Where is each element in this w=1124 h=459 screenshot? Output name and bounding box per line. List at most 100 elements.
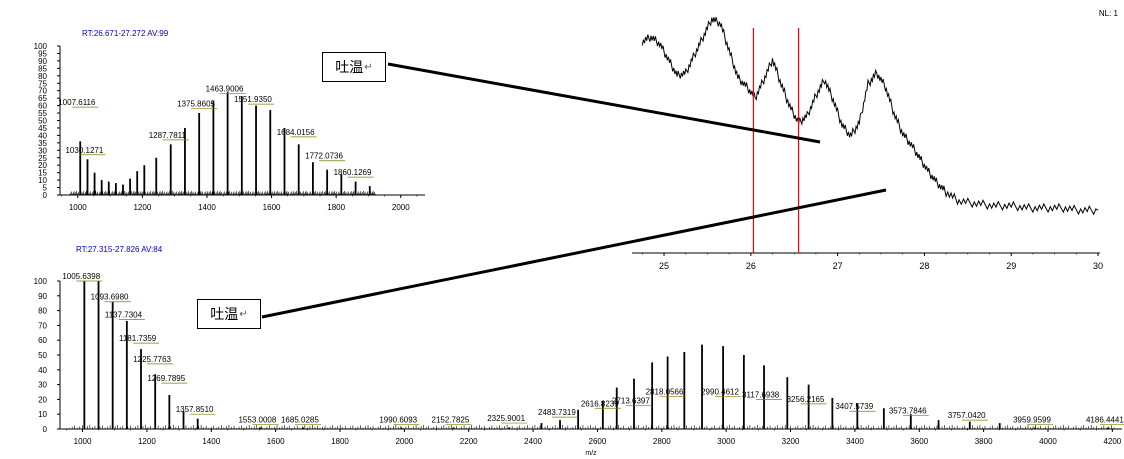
x-tick-label: 1000 — [69, 203, 87, 212]
peak-label: 1030.1271 — [65, 146, 103, 155]
x-tick-label: 4200 — [1103, 437, 1121, 446]
return-mark-icon: ↵ — [239, 308, 248, 320]
peak-label: 2713.6397 — [612, 396, 650, 405]
x-tick-label: 1600 — [263, 203, 281, 212]
y-tick-label: 100 — [34, 42, 48, 51]
peak-label: 3117.6938 — [742, 390, 780, 399]
x-tick-label: 2400 — [524, 437, 542, 446]
peak-label: 2616.8239 — [581, 399, 619, 408]
peak-label: 1860.1269 — [334, 168, 372, 177]
chromatogram-x-tick-label: 25 — [659, 261, 669, 271]
y-tick-label: 90 — [38, 57, 47, 66]
peak-label: 2325.9001 — [487, 414, 525, 423]
peak-label: 1685.0285 — [281, 416, 319, 425]
x-tick-label: 3600 — [910, 437, 928, 446]
y-tick-label: 55 — [38, 109, 47, 118]
normalization-note: NL: 1 — [1098, 9, 1118, 18]
peak-label: 1553.0008 — [238, 416, 276, 425]
y-tick-label: 20 — [38, 395, 47, 404]
y-tick-label: 90 — [38, 292, 47, 301]
y-tick-label: 10 — [38, 176, 47, 185]
y-tick-label: 70 — [38, 321, 47, 330]
y-tick-label: 0 — [43, 425, 48, 434]
chromatogram-trace — [641, 17, 1099, 216]
y-tick-label: 25 — [38, 154, 47, 163]
y-tick-label: 40 — [38, 366, 47, 375]
peak-label: 2483.7319 — [538, 408, 576, 417]
peak-label: 1287.7811 — [149, 131, 187, 140]
peak-label: 1551.9350 — [234, 95, 272, 104]
peak-label: 1181.7359 — [119, 334, 157, 343]
y-tick-label: 85 — [38, 64, 47, 73]
peak-label: 2990.4612 — [701, 387, 739, 396]
return-mark-icon: ↵ — [364, 61, 373, 73]
peak-label: 4186.4441 — [1086, 416, 1124, 425]
y-tick-label: 45 — [38, 124, 47, 133]
peak-label: 1375.8605 — [177, 100, 215, 109]
peak-label: 3573.7846 — [889, 407, 927, 416]
y-tick-label: 100 — [34, 277, 48, 286]
peak-label: 1463.9006 — [206, 85, 244, 94]
y-tick-label: 80 — [38, 72, 47, 81]
peak-label: 1684.0156 — [277, 128, 315, 137]
bottom-mass-spectrum: RT:27.315-27.826 AV:84 0 10 20 30 40 50 60 70 80 9… — [34, 245, 1124, 457]
peak-label: 1225.7763 — [133, 355, 171, 364]
x-tick-label: 3000 — [717, 437, 735, 446]
peak-label: 3256.2165 — [787, 395, 825, 404]
peak-label: 1093.6980 — [91, 293, 129, 302]
y-tick-label: 60 — [38, 102, 47, 111]
callout-pointers — [261, 62, 887, 319]
x-tick-label: 3200 — [782, 437, 800, 446]
x-tick-label: 1200 — [133, 203, 151, 212]
bottom-callout-pointer — [261, 188, 887, 319]
chromatogram-x-tick-label: 30 — [1093, 261, 1103, 271]
y-tick-label: 20 — [38, 161, 47, 170]
spectrum-header: RT:27.315-27.826 AV:84 — [76, 245, 163, 254]
peak-label: 1772.0736 — [305, 152, 343, 161]
peak-label: 1357.8510 — [176, 405, 214, 414]
y-tick-label: 30 — [38, 381, 47, 390]
y-tick-label: 70 — [38, 87, 47, 96]
x-tick-label: 1400 — [202, 437, 220, 446]
peak-label: 2152.7825 — [432, 416, 470, 425]
y-tick-label: 0 — [43, 191, 48, 200]
y-tick-label: 75 — [38, 79, 47, 88]
chromatogram-x-tick-label: 26 — [746, 261, 756, 271]
y-tick-label: 95 — [38, 49, 47, 58]
x-tick-label: 3800 — [975, 437, 993, 446]
peak-label: 1990.6093 — [379, 416, 417, 425]
x-tick-label: 2200 — [460, 437, 478, 446]
x-tick-label: 2000 — [392, 203, 410, 212]
y-tick-label: 35 — [38, 139, 47, 148]
callout-top: 吐温 ↵ — [322, 52, 386, 82]
peak-label: 1005.6398 — [62, 272, 100, 281]
x-tick-label: 2800 — [653, 437, 671, 446]
x-tick-label: 2000 — [395, 437, 413, 446]
y-tick-label: 15 — [38, 169, 47, 178]
x-tick-label: 1000 — [74, 437, 92, 446]
x-tick-label: 4000 — [1039, 437, 1057, 446]
callout-bottom-text: 吐温 — [210, 307, 239, 323]
chromatogram: 25 26 27 28 29 30 — [632, 17, 1103, 271]
x-tick-label: 1600 — [267, 437, 285, 446]
y-tick-label: 30 — [38, 146, 47, 155]
x-tick-label: 2600 — [589, 437, 607, 446]
peak-label: 3959.9599 — [1013, 416, 1051, 425]
y-tick-label: 65 — [38, 94, 47, 103]
x-tick-label: 1200 — [138, 437, 156, 446]
callout-bottom: 吐温 ↵ — [197, 299, 261, 329]
x-tick-label: 3400 — [846, 437, 864, 446]
x-tick-label: 1400 — [198, 203, 216, 212]
x-tick-label: 1800 — [327, 203, 345, 212]
chromatogram-x-tick-label: 27 — [833, 261, 843, 271]
y-tick-label: 40 — [38, 131, 47, 140]
chromatogram-x-tick-label: 29 — [1006, 261, 1016, 271]
peak-label: 3407.5739 — [835, 402, 873, 411]
y-tick-label: 80 — [38, 307, 47, 316]
top-mass-spectrum: RT:26.671-27.272 AV:99 051015202530354045… — [34, 29, 425, 212]
peak-label: 2818.0566 — [646, 387, 684, 396]
top-callout-pointer — [387, 62, 821, 144]
spectrum-header: RT:26.671-27.272 AV:99 — [82, 29, 169, 38]
chromatogram-x-tick-label: 28 — [919, 261, 929, 271]
